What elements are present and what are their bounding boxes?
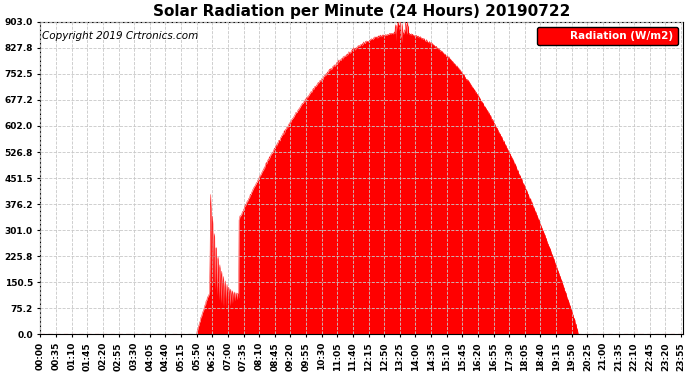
Title: Solar Radiation per Minute (24 Hours) 20190722: Solar Radiation per Minute (24 Hours) 20… [153,4,571,19]
Text: Copyright 2019 Crtronics.com: Copyright 2019 Crtronics.com [41,31,198,41]
Legend: Radiation (W/m2): Radiation (W/m2) [537,27,678,45]
